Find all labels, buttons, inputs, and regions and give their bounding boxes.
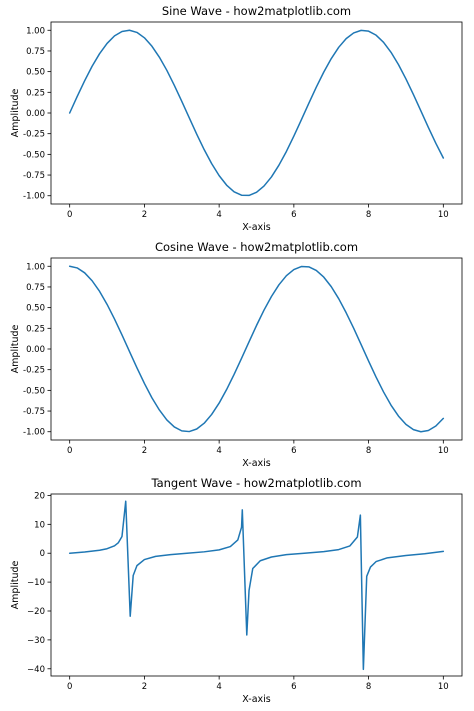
tangent-y-tick-label: −10 xyxy=(27,578,45,588)
cosine-x-tick-label: 8 xyxy=(366,446,371,456)
sine-x-tick-label: 2 xyxy=(142,210,147,220)
cosine-panel: Cosine Wave - how2matplotlib.com 0 2 4 6 8 10 1… xyxy=(10,240,463,469)
cosine-y-tick-label: -0.50 xyxy=(23,386,45,396)
sine-chart-title: Sine Wave - how2matplotlib.com xyxy=(162,4,351,18)
cosine-y-tick-label: 1.00 xyxy=(26,262,45,272)
tangent-y-tick-label: −20 xyxy=(27,607,45,617)
sine-y-tick-label: 0.75 xyxy=(26,47,45,57)
sine-x-tick-label: 0 xyxy=(67,210,72,220)
sine-axes-frame xyxy=(50,21,463,205)
cosine-x-tick-label: 2 xyxy=(142,446,147,456)
sine-x-tick-label: 8 xyxy=(366,210,371,220)
cosine-x-tick-label: 10 xyxy=(438,446,449,456)
tangent-series-line xyxy=(68,500,445,671)
sine-x-axis-label: X-axis xyxy=(242,222,271,233)
sine-y-tick-label: -0.25 xyxy=(23,130,45,140)
tangent-y-tick-label: 10 xyxy=(34,520,45,530)
cosine-y-tick-label: 0.00 xyxy=(26,345,45,355)
sine-panel: Sine Wave - how2matplotlib.com 0 2 4 6 8 10 1.0… xyxy=(10,4,463,233)
cosine-y-tick-label: -1.00 xyxy=(23,428,45,438)
sine-y-tick-label: 0.50 xyxy=(26,68,45,78)
sine-x-tick-label: 4 xyxy=(216,210,221,220)
sine-y-tick-label: -1.00 xyxy=(23,192,45,202)
tangent-y-tick-label: −30 xyxy=(27,636,45,646)
cosine-x-axis-label: X-axis xyxy=(242,458,271,469)
sine-y-tick-label: 1.00 xyxy=(26,26,45,36)
cosine-y-axis-label: Amplitude xyxy=(10,325,21,374)
sine-series-line xyxy=(68,29,445,197)
tangent-x-tick-label: 4 xyxy=(216,682,221,692)
cosine-series-line xyxy=(68,265,445,433)
cosine-x-tick-label: 6 xyxy=(291,446,296,456)
sine-y-axis-label: Amplitude xyxy=(10,89,21,138)
cosine-axes-frame xyxy=(50,257,463,441)
cosine-y-tick-label: 0.25 xyxy=(26,324,45,334)
tangent-panel: Tangent Wave - how2matplotlib.com 0 2 4 6 8 10… xyxy=(10,476,463,705)
cosine-y-tick-label: 0.75 xyxy=(26,283,45,293)
cosine-chart-title: Cosine Wave - how2matplotlib.com xyxy=(155,240,358,254)
sine-x-tick-label: 10 xyxy=(438,210,449,220)
sine-y-tick-label: 0.00 xyxy=(26,109,45,119)
tangent-y-axis-label: Amplitude xyxy=(10,561,21,610)
tangent-y-tick-label: 20 xyxy=(34,491,45,501)
tangent-x-tick-label: 2 xyxy=(142,682,147,692)
sine-x-tick-label: 6 xyxy=(291,210,296,220)
cosine-y-tick-label: -0.25 xyxy=(23,366,45,376)
cosine-x-tick-label: 0 xyxy=(67,446,72,456)
tangent-x-tick-label: 8 xyxy=(366,682,371,692)
cosine-y-tick-label: -0.75 xyxy=(23,407,45,417)
tangent-y-tick-label: −40 xyxy=(27,665,45,675)
sine-y-tick-label: 0.25 xyxy=(26,88,45,98)
sine-y-tick-label: -0.50 xyxy=(23,150,45,160)
sine-y-tick-label: -0.75 xyxy=(23,171,45,181)
tangent-chart-title: Tangent Wave - how2matplotlib.com xyxy=(150,476,361,490)
tangent-x-tick-label: 6 xyxy=(291,682,296,692)
cosine-y-tick-label: 0.50 xyxy=(26,304,45,314)
tangent-axes-frame xyxy=(50,493,463,677)
cosine-x-tick-label: 4 xyxy=(216,446,221,456)
tangent-x-axis-label: X-axis xyxy=(242,694,271,705)
tangent-x-tick-label: 10 xyxy=(438,682,449,692)
tangent-y-tick-label: 0 xyxy=(40,549,45,559)
tangent-x-tick-label: 0 xyxy=(67,682,72,692)
